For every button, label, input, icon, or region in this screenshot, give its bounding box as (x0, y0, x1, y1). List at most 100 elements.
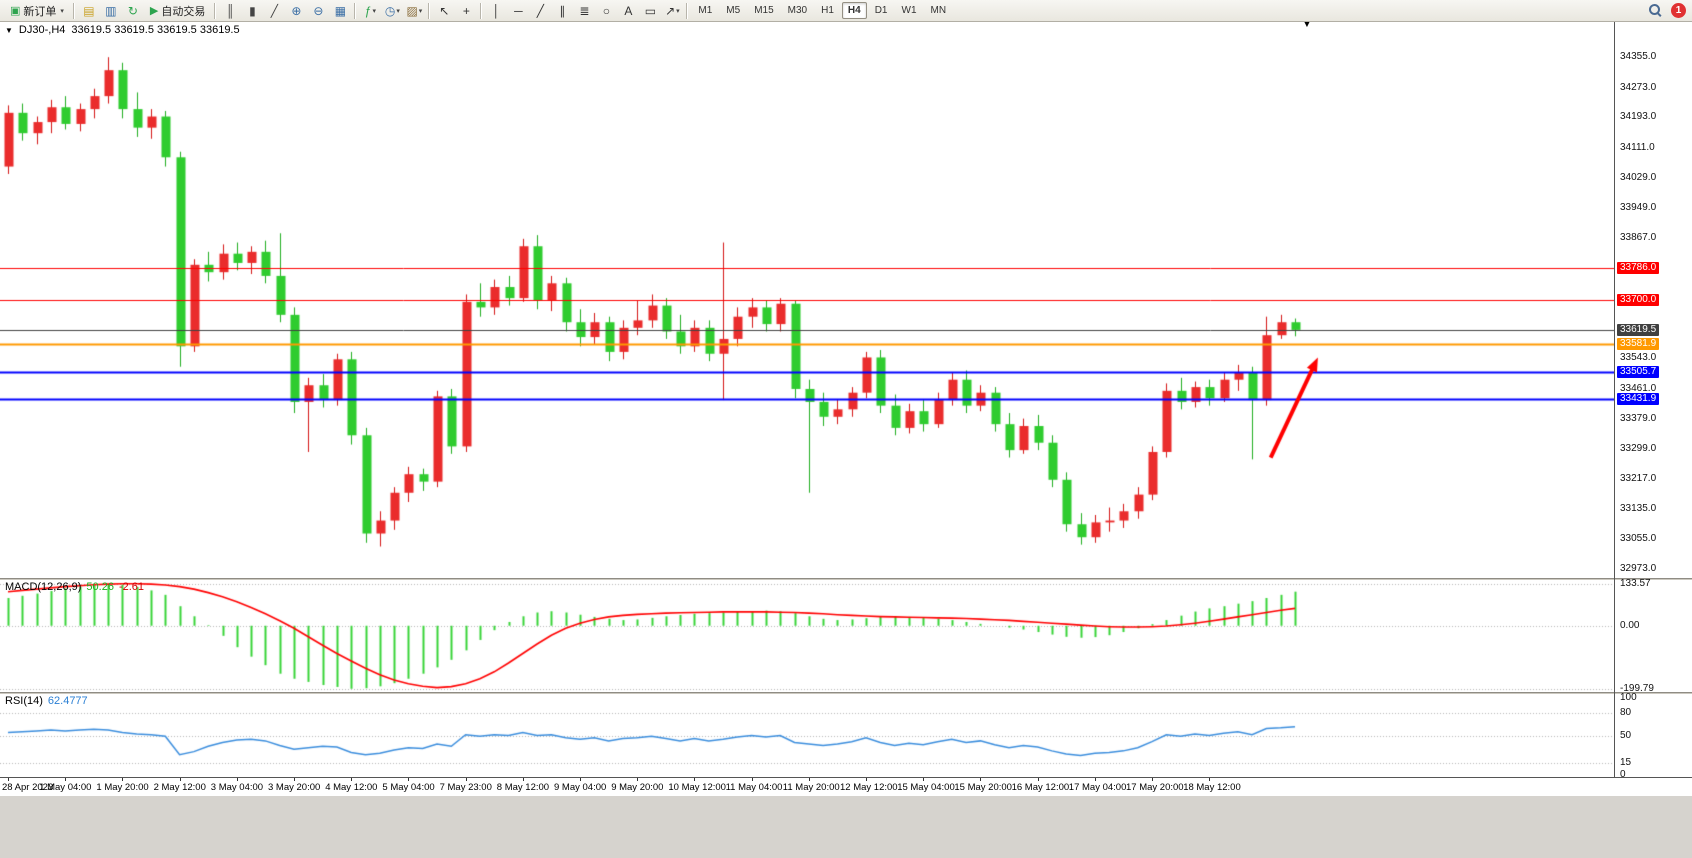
zoom-in-button[interactable]: ⊕ (285, 1, 307, 21)
channel-button[interactable]: ∥ (551, 1, 573, 21)
template-icon: ▨ (406, 3, 418, 18)
horizontal-line-button[interactable]: ─ (507, 1, 529, 21)
crosshair-icon: + (462, 3, 470, 18)
time-axis-label: 5 May 04:00 (382, 782, 435, 793)
time-tick (65, 778, 66, 781)
fibonacci-button[interactable]: ≣ (573, 1, 595, 21)
periods-button[interactable]: ◷ ▾ (381, 1, 403, 21)
time-axis-label: 2 May 12:00 (153, 782, 206, 793)
pane-splitter-rsi[interactable] (0, 692, 1692, 694)
vertical-line-icon: │ (492, 3, 501, 18)
time-axis-label: 7 May 23:00 (439, 782, 492, 793)
price-axis-line (1614, 22, 1615, 777)
crosshair-button[interactable]: + (455, 1, 477, 21)
time-axis-label: 15 May 04:00 (897, 782, 955, 793)
time-tick (351, 778, 352, 781)
chevron-down-icon: ▾ (396, 7, 400, 15)
text-label-button[interactable]: ▭ (639, 1, 661, 21)
rsi-label: RSI(14) (5, 695, 43, 707)
vertical-line-button[interactable]: │ (485, 1, 507, 21)
trendline-button[interactable]: ╱ (529, 1, 551, 21)
clock-icon: ◷ (384, 3, 396, 18)
time-axis-label: 17 May 20:00 (1126, 782, 1184, 793)
tile-windows-icon: ▦ (334, 3, 347, 18)
chart-title-row: ▼ DJ30-,H4 33619.5 33619.5 33619.5 33619… (5, 24, 240, 36)
time-tick (580, 778, 581, 781)
time-tick (8, 778, 9, 781)
rsi-tick-label: 15 (1620, 757, 1632, 769)
time-axis-label: 11 May 04:00 (725, 782, 783, 793)
price-tick-label: 33217.0 (1620, 473, 1657, 485)
timeframe-h4-button[interactable]: H4 (841, 2, 867, 19)
market-watch-button[interactable]: ▤ (78, 1, 100, 21)
candlestick-icon: ▮ (249, 3, 256, 18)
tile-windows-button[interactable]: ▦ (329, 1, 351, 21)
text-label-icon: ▭ (644, 3, 657, 18)
timeframe-m1-button[interactable]: M1 (698, 5, 713, 16)
toolbar-separator (480, 2, 483, 19)
time-tick (180, 778, 181, 781)
time-axis-label: 3 May 04:00 (210, 782, 264, 793)
search-icon[interactable] (1648, 3, 1663, 18)
time-axis-label: 1 May 20:00 (96, 782, 149, 793)
macd-main-value: 50.26 (86, 581, 114, 593)
autotrading-button[interactable]: ▶ 自动交易 (144, 0, 211, 22)
time-axis-label: 3 May 20:00 (268, 782, 321, 793)
indicators-button[interactable]: ƒ ▾ (359, 1, 381, 21)
new-order-button[interactable]: ▣ 新订单 ▾ (4, 0, 70, 22)
market-watch-icon: ▤ (83, 3, 95, 18)
cursor-button[interactable]: ↖ (433, 1, 455, 21)
line-chart-type-button[interactable]: ╱ (263, 1, 285, 21)
price-level-badge: 33786.0 (1617, 262, 1660, 275)
macd-tick-label: 0.00 (1620, 619, 1640, 631)
macd-pane-canvas[interactable] (0, 580, 1614, 692)
price-level-badge: 33619.5 (1617, 323, 1660, 336)
time-axis-line (0, 777, 1692, 778)
rsi-tick-label: 100 (1620, 691, 1637, 703)
arrows-button[interactable]: ↗ ▾ (661, 1, 683, 21)
price-tick-label: 34273.0 (1620, 81, 1657, 93)
timeframe-m5-button[interactable]: M5 (726, 5, 741, 16)
price-tick-label: 33867.0 (1620, 232, 1657, 244)
indicators-icon: ƒ (364, 3, 372, 18)
candlestick-type-button[interactable]: ▮ (241, 1, 263, 21)
notification-badge[interactable]: 1 (1671, 3, 1686, 18)
macd-label-row: MACD(12,26,9) 50.26 -2.61 (5, 581, 144, 593)
time-tick (1038, 778, 1039, 781)
chart-menu-icon[interactable]: ▼ (5, 25, 13, 35)
toolbar-separator (428, 2, 431, 19)
time-tick (523, 778, 524, 781)
time-axis-label: 28 Apr 2023 (2, 782, 54, 793)
timeframe-m30-button[interactable]: M30 (787, 5, 808, 16)
zoom-out-button[interactable]: ⊖ (307, 1, 329, 21)
toolbar-separator (214, 2, 217, 19)
chart-window: ▼ DJ30-,H4 33619.5 33619.5 33619.5 33619… (0, 22, 1692, 795)
timeframe-m15-button[interactable]: M15 (754, 5, 774, 16)
pane-splitter-macd[interactable] (0, 578, 1692, 580)
text-button[interactable]: A (617, 1, 639, 21)
rsi-label-row: RSI(14) 62.4777 (5, 695, 88, 707)
templates-button[interactable]: ▨ ▾ (403, 1, 425, 21)
navigator-button[interactable]: ▥ (100, 1, 122, 21)
time-axis-label: 9 May 20:00 (611, 782, 664, 793)
time-axis-label: 18 May 12:00 (1183, 782, 1241, 793)
timeframe-d1-button[interactable]: D1 (874, 5, 888, 16)
time-axis-label: 9 May 04:00 (554, 782, 607, 793)
timeframe-w1-button[interactable]: W1 (901, 5, 917, 16)
fibonacci-icon: ≣ (579, 3, 590, 18)
shapes-button[interactable]: ○ (595, 1, 617, 21)
time-tick (237, 778, 238, 781)
refresh-button[interactable]: ↻ (122, 1, 144, 21)
rsi-pane-canvas[interactable] (0, 694, 1614, 777)
time-axis-label: 11 May 20:00 (782, 782, 840, 793)
price-tick-label: 33461.0 (1620, 382, 1657, 394)
arrow-object-icon: ↗ (665, 3, 676, 18)
time-tick (866, 778, 867, 781)
main-chart-canvas[interactable] (0, 22, 1614, 578)
rsi-tick-label: 50 (1620, 730, 1632, 742)
timeframe-mn-button[interactable]: MN (930, 5, 947, 16)
timeframe-h1-button[interactable]: H1 (821, 5, 834, 16)
bar-chart-type-button[interactable]: ║ (219, 1, 241, 21)
price-tick-label: 32973.0 (1620, 563, 1657, 575)
time-axis[interactable]: 28 Apr 2023 1 May 04:00 1 May 20:00 2 May 1… (0, 778, 1692, 795)
